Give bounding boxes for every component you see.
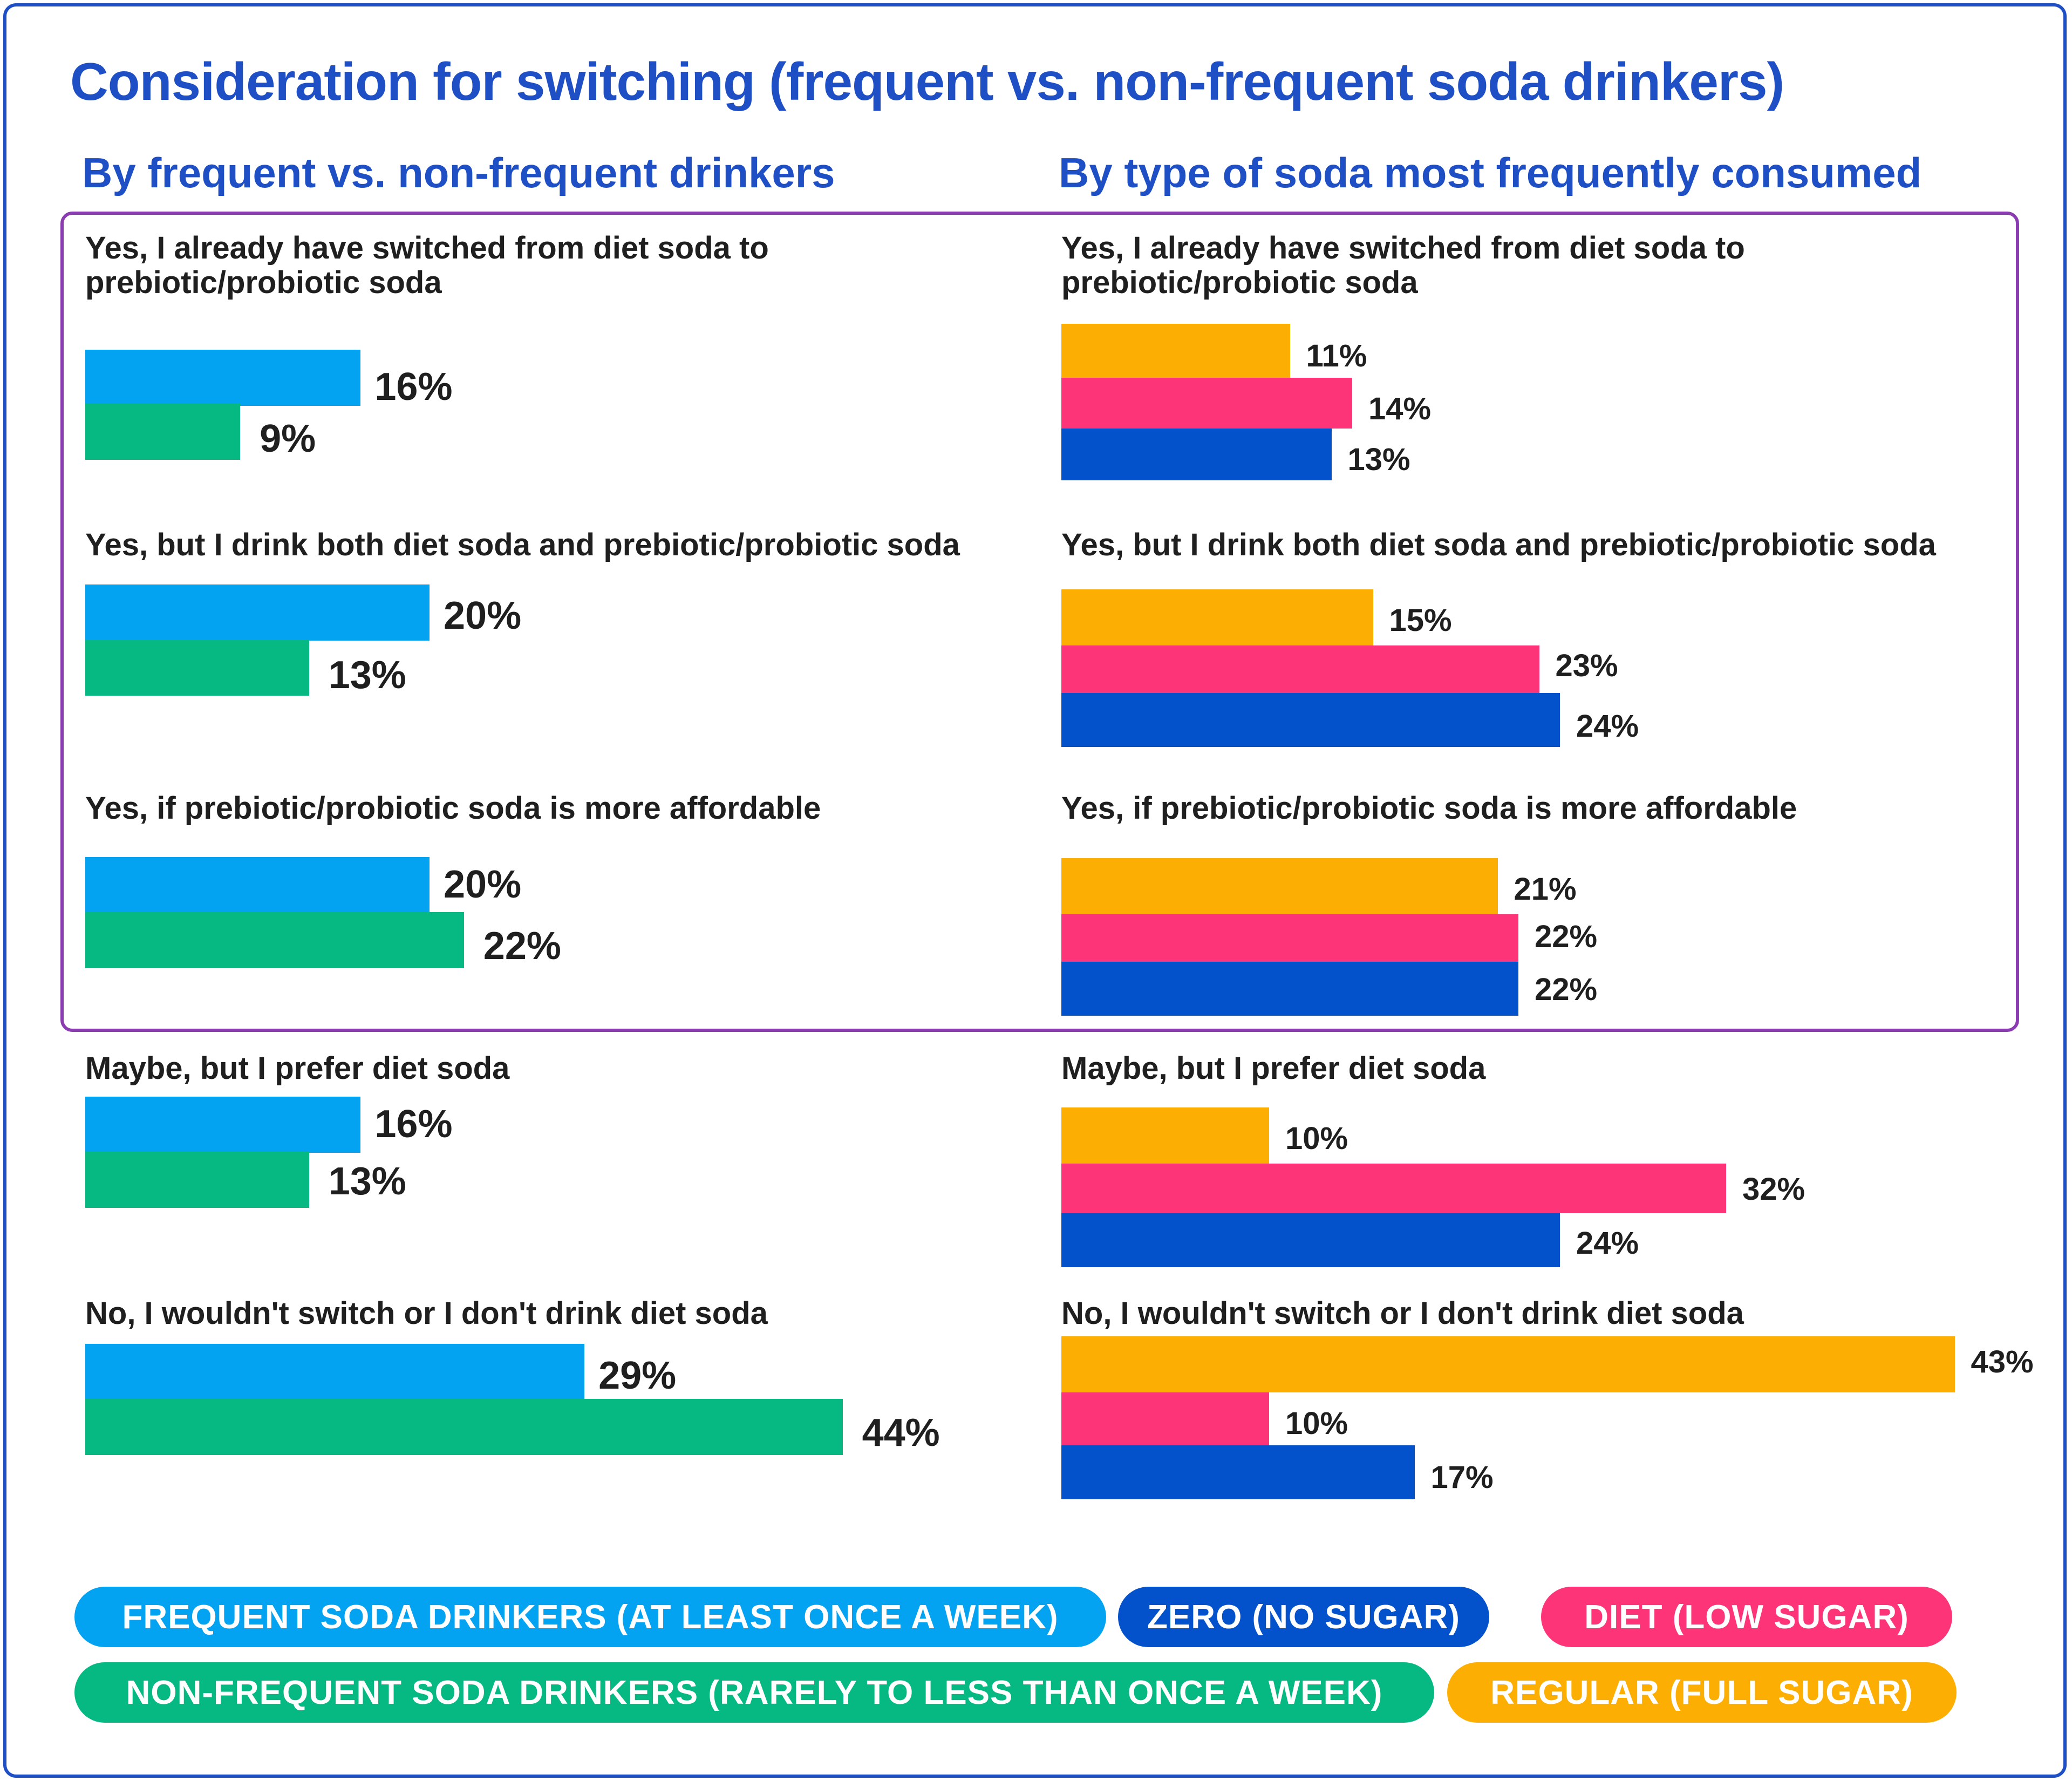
value-label: 22%: [483, 925, 561, 968]
bar-zero: [1061, 962, 1518, 1016]
value-label: 16%: [374, 1103, 453, 1146]
question-label: Maybe, but I prefer diet soda: [85, 1051, 510, 1086]
value-label: 21%: [1514, 872, 1577, 907]
bar-frequent: [85, 350, 361, 406]
question-label: No, I wouldn't switch or I don't drink d…: [1061, 1296, 1744, 1331]
chart-title: Consideration for switching (frequent vs…: [70, 52, 1784, 111]
bar-diet: [1061, 378, 1352, 429]
value-label: 43%: [1971, 1344, 2034, 1379]
value-label: 16%: [374, 365, 453, 409]
highlight-box: [60, 212, 2019, 1032]
legend-item-diet: DIET (LOW SUGAR): [1541, 1587, 1952, 1647]
value-label: 9%: [260, 417, 316, 460]
question-label: No, I wouldn't switch or I don't drink d…: [85, 1296, 768, 1331]
value-label: 20%: [444, 863, 522, 906]
value-label: 23%: [1555, 648, 1618, 683]
chart-frame: [3, 3, 2067, 1778]
question-label: Yes, if prebiotic/probiotic soda is more…: [85, 791, 821, 826]
value-label: 24%: [1576, 1226, 1639, 1261]
value-label: 13%: [328, 654, 406, 697]
bar-diet: [1061, 914, 1518, 962]
bar-diet: [1061, 1392, 1269, 1445]
question-label: Yes, but I drink both diet soda and preb…: [1061, 527, 1936, 562]
question-label: Yes, I already have switched from diet s…: [85, 230, 769, 300]
bar-non-frequent: [85, 1399, 843, 1455]
bar-non-frequent: [85, 912, 464, 968]
bar-frequent: [85, 1097, 361, 1153]
question-label: Maybe, but I prefer diet soda: [1061, 1051, 1486, 1086]
value-label: 22%: [1535, 972, 1598, 1007]
bar-regular: [1061, 1107, 1269, 1164]
legend-item-zero: ZERO (NO SUGAR): [1118, 1587, 1489, 1647]
right-panel-title: By type of soda most frequently consumed: [1059, 149, 1922, 196]
bar-zero: [1061, 429, 1332, 480]
value-label: 10%: [1285, 1121, 1348, 1156]
bar-non-frequent: [85, 1152, 309, 1208]
value-label: 22%: [1535, 919, 1598, 954]
value-label: 14%: [1368, 391, 1432, 426]
bar-non-frequent: [85, 404, 241, 460]
left-panel-title: By frequent vs. non-frequent drinkers: [82, 149, 835, 196]
value-label: 24%: [1576, 709, 1639, 744]
bar-zero: [1061, 693, 1560, 747]
bar-frequent: [85, 584, 430, 641]
bar-regular: [1061, 858, 1498, 914]
bar-regular: [1061, 589, 1373, 645]
bar-diet: [1061, 1164, 1726, 1213]
bar-frequent: [85, 1344, 585, 1400]
value-label: 29%: [598, 1354, 677, 1397]
bar-regular: [1061, 1336, 1955, 1392]
legend-item-regular: REGULAR (FULL SUGAR): [1447, 1662, 1957, 1723]
bar-zero: [1061, 1213, 1560, 1267]
bar-frequent: [85, 857, 430, 913]
question-label: Yes, I already have switched from diet s…: [1061, 230, 1745, 300]
bar-zero: [1061, 1445, 1415, 1499]
legend-item-non-frequent: NON-FREQUENT SODA DRINKERS (RARELY TO LE…: [74, 1662, 1434, 1723]
question-label: Yes, if prebiotic/probiotic soda is more…: [1061, 791, 1797, 826]
question-label: Yes, but I drink both diet soda and preb…: [85, 527, 960, 562]
bar-diet: [1061, 645, 1539, 693]
value-label: 13%: [328, 1160, 406, 1203]
value-label: 44%: [862, 1411, 940, 1454]
value-label: 20%: [444, 594, 522, 637]
bar-regular: [1061, 324, 1290, 378]
value-label: 32%: [1742, 1172, 1805, 1207]
value-label: 17%: [1430, 1460, 1494, 1495]
legend-item-frequent: FREQUENT SODA DRINKERS (AT LEAST ONCE A …: [74, 1587, 1106, 1647]
value-label: 11%: [1306, 338, 1367, 373]
value-label: 15%: [1389, 603, 1452, 638]
value-label: 10%: [1285, 1406, 1348, 1441]
value-label: 13%: [1347, 442, 1410, 477]
bar-non-frequent: [85, 640, 309, 696]
